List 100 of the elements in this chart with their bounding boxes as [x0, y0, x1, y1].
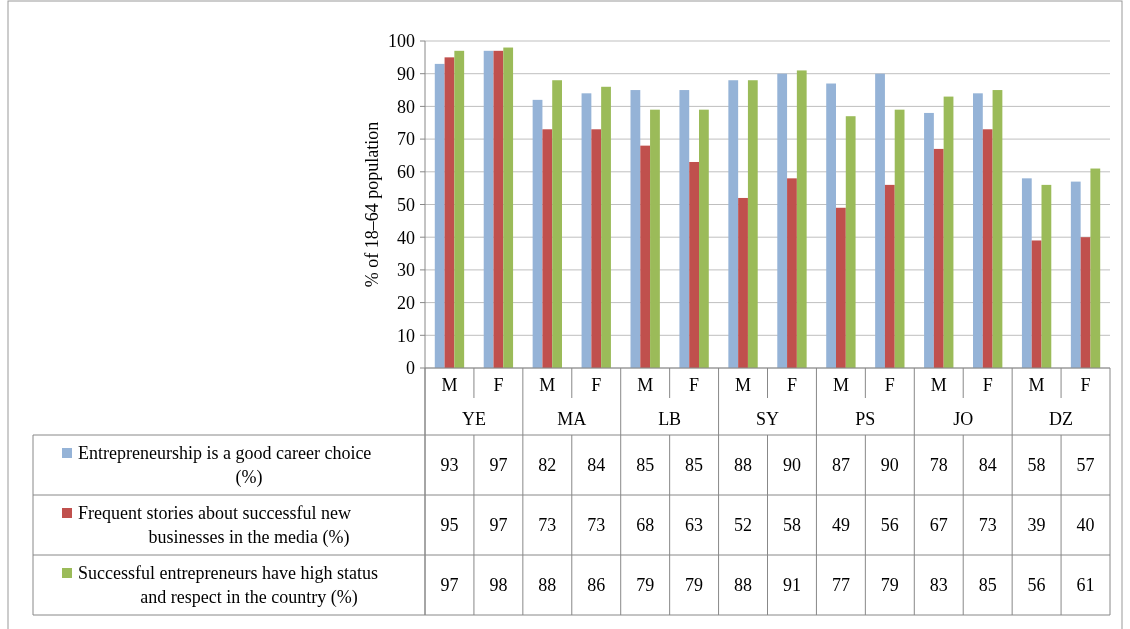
bar	[552, 80, 562, 368]
bar	[894, 109, 905, 368]
data-label: 84	[587, 455, 606, 476]
x-tick-label: M	[735, 375, 752, 395]
text: DZ	[1049, 409, 1074, 429]
bar	[943, 96, 954, 368]
bar	[826, 83, 836, 368]
bar	[640, 145, 651, 368]
x-tick-label: F	[591, 375, 602, 395]
data-label: 91	[782, 575, 801, 596]
data-label: 97	[489, 455, 508, 476]
bar	[787, 178, 797, 368]
y-tick-label: 90	[397, 64, 415, 84]
x-tick-label: F	[884, 375, 895, 395]
bar	[679, 90, 690, 368]
data-label: 61	[1076, 575, 1095, 596]
y-tick-label: 20	[397, 292, 415, 313]
bar	[738, 197, 748, 368]
data-label: 79	[880, 575, 899, 596]
bar	[591, 129, 602, 368]
bar	[747, 80, 758, 368]
bar	[503, 47, 514, 368]
x-tick-label: F	[689, 375, 700, 395]
bar	[1021, 178, 1032, 368]
bar	[650, 109, 660, 368]
bar	[483, 50, 494, 368]
y-tick-label: 50	[397, 194, 415, 215]
x-tick-label: F	[786, 375, 797, 395]
data-label: 68	[636, 515, 655, 536]
data-label: 78	[929, 455, 948, 476]
bar	[924, 112, 934, 368]
bar	[699, 109, 709, 368]
bar	[434, 63, 445, 368]
bar	[689, 161, 699, 368]
data-label: 98	[489, 575, 508, 596]
bar	[728, 80, 739, 368]
x-tick-label: M	[539, 375, 556, 395]
data-label: 56	[1027, 575, 1046, 596]
bar	[1080, 237, 1091, 368]
bar	[493, 50, 504, 368]
text: YE	[461, 409, 486, 429]
bar	[875, 73, 885, 368]
bar	[884, 184, 895, 368]
bar	[454, 50, 465, 368]
bar	[796, 70, 807, 368]
bar	[1041, 184, 1052, 368]
bar	[532, 99, 543, 368]
text: JO	[953, 409, 974, 429]
bar	[973, 93, 983, 368]
data-label: 85	[685, 455, 704, 476]
data-label: 77	[831, 575, 850, 596]
text: MA	[557, 409, 587, 429]
x-tick-label: F	[1080, 375, 1091, 395]
data-label: 49	[831, 515, 850, 536]
legend-label: Entrepreneurship is a good career choice (%)	[78, 443, 372, 489]
bar	[542, 129, 553, 368]
data-label: 52	[734, 515, 753, 536]
data-label: 56	[880, 515, 899, 536]
data-label: 85	[636, 455, 655, 476]
text: SY	[755, 409, 780, 429]
bar	[992, 90, 1003, 368]
bar	[1031, 240, 1042, 368]
data-label: 97	[440, 575, 459, 596]
data-label: 82	[538, 455, 557, 476]
data-label: 73	[538, 515, 557, 536]
x-tick-label: M	[832, 375, 849, 395]
bar	[1070, 181, 1081, 368]
data-label: 88	[538, 575, 557, 596]
legend-label: Successful entrepreneurs have high status and respect in the country (%)	[78, 563, 378, 609]
y-tick-label: 30	[397, 260, 415, 281]
data-label: 58	[1027, 455, 1046, 476]
bar	[777, 73, 788, 368]
bar	[444, 57, 455, 368]
x-tick-label: M	[637, 375, 654, 395]
data-label: 79	[636, 575, 655, 596]
y-tick-label: 40	[397, 227, 415, 248]
text: LB	[658, 409, 682, 429]
x-tick-label: M	[930, 375, 947, 395]
y-tick-label: 0	[406, 358, 415, 379]
data-label: 85	[978, 575, 997, 596]
x-tick-label: F	[982, 375, 993, 395]
text: PS	[855, 409, 876, 429]
bar	[581, 93, 592, 368]
data-label: 67	[929, 515, 948, 536]
data-label: 73	[587, 515, 606, 536]
data-label: 39	[1027, 515, 1046, 536]
data-label: 90	[782, 455, 801, 476]
bar	[1090, 168, 1101, 368]
y-axis-title: % of 18–64 population	[362, 121, 382, 288]
data-label: 63	[685, 515, 704, 536]
x-tick-label: M	[441, 375, 458, 395]
bar	[601, 86, 611, 368]
y-tick-label: 70	[397, 129, 415, 150]
bar	[982, 129, 993, 368]
data-label: 40	[1076, 515, 1095, 536]
x-tick-label: M	[1028, 375, 1045, 395]
bar	[836, 207, 846, 368]
bar	[845, 116, 856, 368]
data-label: 79	[685, 575, 704, 596]
data-label: 93	[440, 455, 459, 476]
